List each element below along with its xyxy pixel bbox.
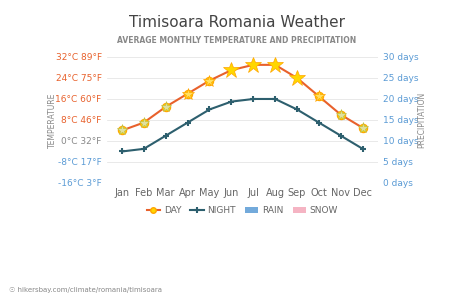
Bar	[275, 183, 283, 225]
Bar	[224, 183, 231, 208]
Y-axis label: PRECIPITATION: PRECIPITATION	[417, 92, 426, 148]
Bar	[114, 183, 122, 212]
Bar	[202, 183, 210, 204]
Bar	[290, 183, 297, 208]
Bar	[188, 183, 195, 225]
Bar	[158, 183, 166, 208]
Bar	[210, 183, 217, 225]
Bar	[267, 183, 275, 212]
Bar	[341, 183, 348, 225]
Bar	[144, 183, 152, 221]
Bar	[166, 183, 173, 225]
Bar	[231, 183, 239, 225]
Bar	[363, 183, 370, 221]
Bar	[311, 183, 319, 208]
Text: ☉ hikersbay.com/climate/romania/timisoara: ☉ hikersbay.com/climate/romania/timisoar…	[9, 287, 163, 293]
Bar	[253, 183, 261, 225]
Bar	[355, 183, 363, 217]
Legend: DAY, NIGHT, RAIN, SNOW: DAY, NIGHT, RAIN, SNOW	[143, 202, 342, 219]
Bar	[297, 183, 305, 225]
Bar	[122, 183, 129, 221]
Bar	[180, 183, 188, 212]
Text: AVERAGE MONTHLY TEMPERATURE AND PRECIPITATION: AVERAGE MONTHLY TEMPERATURE AND PRECIPIT…	[118, 36, 356, 44]
Text: Timisoara Romania Weather: Timisoara Romania Weather	[129, 15, 345, 30]
Bar	[246, 183, 253, 217]
Bar	[136, 183, 144, 212]
Bar	[333, 183, 341, 212]
Y-axis label: TEMPERATURE: TEMPERATURE	[48, 92, 57, 148]
Bar	[319, 183, 327, 225]
